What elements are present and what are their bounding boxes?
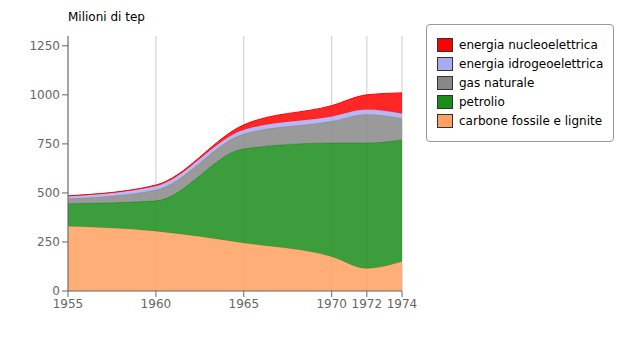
html-text:gas naturale: gas naturale xyxy=(459,76,535,90)
svg-text:1974: 1974 xyxy=(387,297,418,311)
html-text:Milioni di tep: Milioni di tep xyxy=(68,10,145,24)
svg-text:750: 750 xyxy=(37,137,60,151)
svg-text:1250: 1250 xyxy=(29,39,60,53)
svg-text:1972: 1972 xyxy=(352,297,383,311)
svg-text:1955: 1955 xyxy=(53,297,84,311)
svg-text:250: 250 xyxy=(37,235,60,249)
html-text:carbone fossile e lignite: carbone fossile e lignite xyxy=(459,114,603,128)
svg-text:500: 500 xyxy=(37,186,60,200)
svg-text:1970: 1970 xyxy=(316,297,347,311)
html-text:energia idrogeoelettrica: energia idrogeoelettrica xyxy=(459,57,604,71)
html-text:energia nucleoelettrica: energia nucleoelettrica xyxy=(459,38,598,52)
svg-text:1960: 1960 xyxy=(141,297,172,311)
svg-text:1000: 1000 xyxy=(29,88,60,102)
svg-text:0: 0 xyxy=(52,284,60,298)
svg-text:1965: 1965 xyxy=(229,297,260,311)
html-text:petrolio: petrolio xyxy=(459,95,505,109)
